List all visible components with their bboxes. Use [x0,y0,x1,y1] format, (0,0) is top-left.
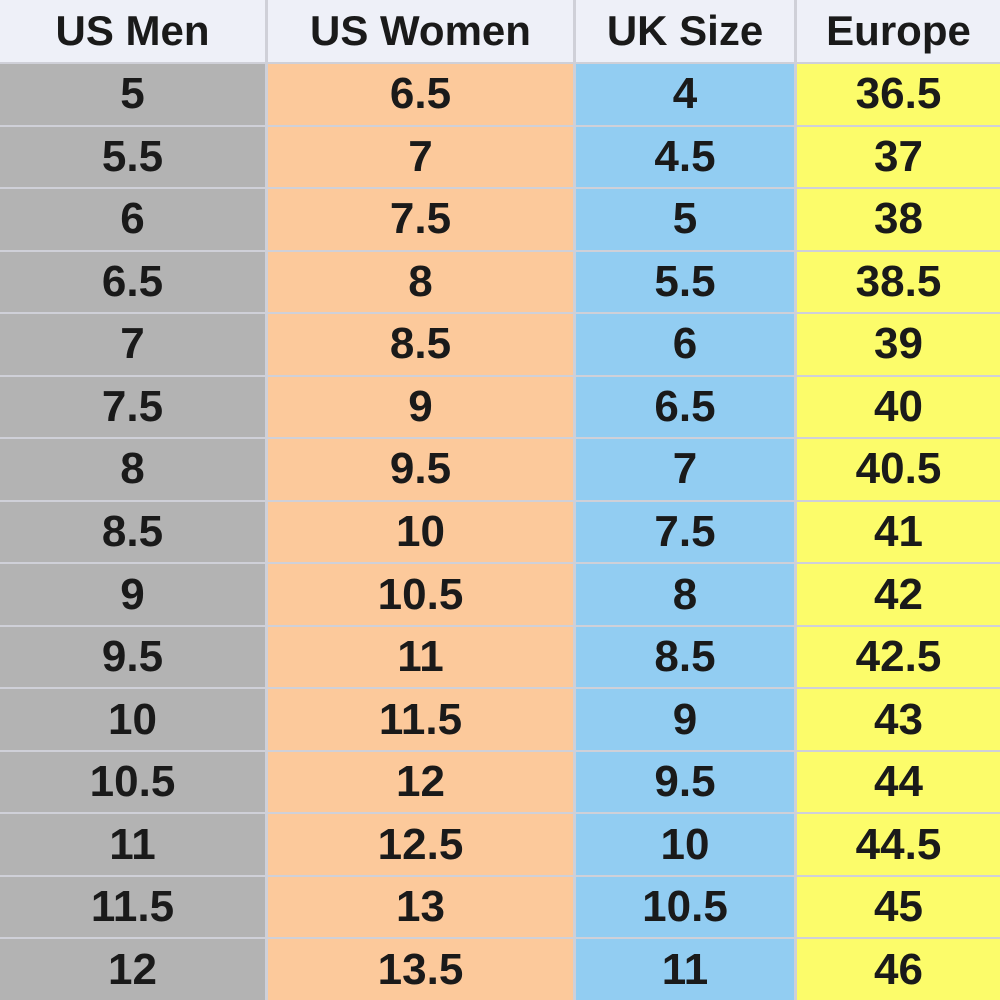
table-cell: 10.5 [268,564,573,625]
column-header: Europe [797,0,1000,62]
table-cell: 8 [576,564,794,625]
table-cell: 9.5 [576,751,794,813]
table-cell: 10 [268,501,573,563]
table-cell: 6.5 [576,376,794,438]
table-cell: 8.5 [0,501,265,563]
table-cell: 11 [0,814,265,875]
table-cell: 8.5 [268,314,573,375]
column-header: US Men [0,0,265,62]
table-cell: 7.5 [0,376,265,438]
table-cell: 8.5 [576,626,794,688]
table-cell: 9 [576,689,794,750]
table-cell: 40.5 [797,439,1000,500]
table-cell: 7 [268,126,573,188]
table-cell: 13 [268,876,573,938]
table-cell: 5.5 [576,251,794,313]
table-cell: 12 [0,939,265,1000]
table-cell: 7 [576,439,794,500]
table-cell: 45 [797,876,1000,938]
table-cell: 11.5 [268,689,573,750]
table-cell: 9 [0,564,265,625]
table-cell: 38 [797,189,1000,250]
table-cell: 11 [268,626,573,688]
table-cell: 40 [797,376,1000,438]
table-cell: 43 [797,689,1000,750]
column-header: UK Size [576,0,794,62]
table-cell: 38.5 [797,251,1000,313]
table-cell: 13.5 [268,939,573,1000]
table-cell: 39 [797,314,1000,375]
table-cell: 4.5 [576,126,794,188]
table-cell: 44 [797,751,1000,813]
table-cell: 11.5 [0,876,265,938]
table-cell: 46 [797,939,1000,1000]
table-cell: 5.5 [0,126,265,188]
table-cell: 37 [797,126,1000,188]
table-cell: 4 [576,64,794,125]
table-cell: 42 [797,564,1000,625]
table-cell: 7.5 [268,189,573,250]
table-cell: 9 [268,376,573,438]
table-cell: 5 [0,64,265,125]
table-cell: 41 [797,501,1000,563]
table-cell: 10.5 [576,876,794,938]
table-cell: 12.5 [268,814,573,875]
table-cell: 42.5 [797,626,1000,688]
table-cell: 6.5 [0,251,265,313]
table-cell: 8 [268,251,573,313]
table-cell: 10 [576,814,794,875]
table-cell: 8 [0,439,265,500]
table-cell: 44.5 [797,814,1000,875]
table-cell: 7 [0,314,265,375]
column-header: US Women [268,0,573,62]
table-cell: 6.5 [268,64,573,125]
table-cell: 6 [0,189,265,250]
table-cell: 5 [576,189,794,250]
table-cell: 11 [576,939,794,1000]
table-cell: 10 [0,689,265,750]
table-cell: 36.5 [797,64,1000,125]
table-cell: 6 [576,314,794,375]
table-cell: 10.5 [0,751,265,813]
table-cell: 9.5 [0,626,265,688]
table-cell: 7.5 [576,501,794,563]
table-cell: 12 [268,751,573,813]
table-cell: 9.5 [268,439,573,500]
